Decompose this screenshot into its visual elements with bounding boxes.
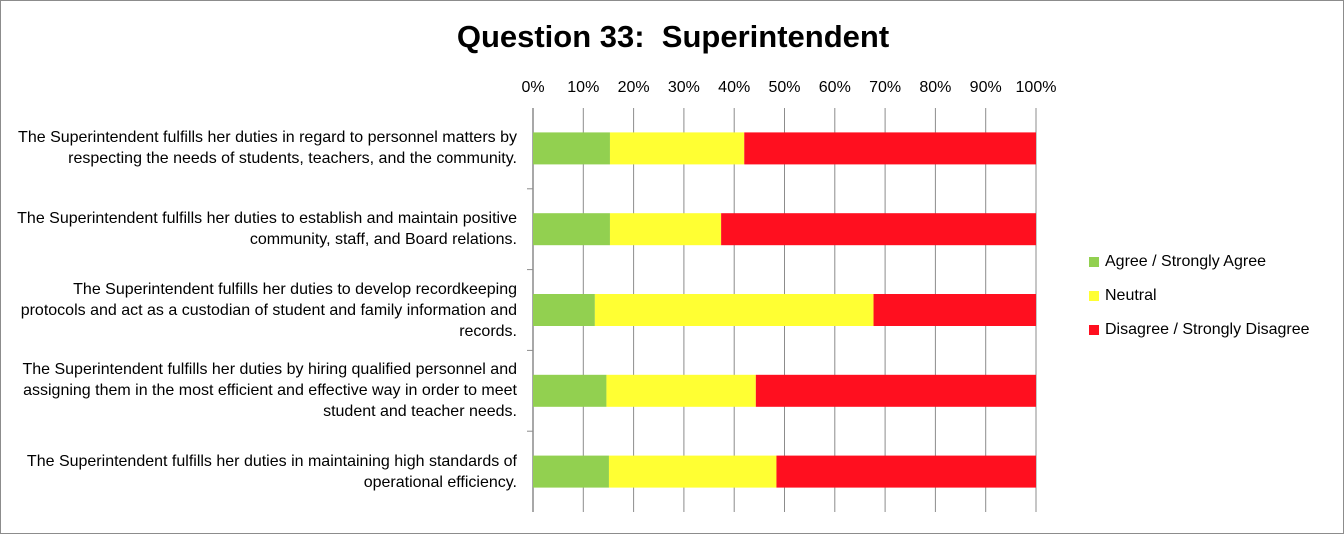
category-label: The Superintendent fulfills her duties t… (17, 210, 517, 249)
legend-label: Agree / Strongly Agree (1105, 253, 1266, 270)
bar-segment (533, 294, 595, 326)
x-tick-label: 50% (768, 79, 800, 96)
bar-segment (873, 294, 1036, 326)
x-tick-label: 20% (618, 79, 650, 96)
legend-swatch (1089, 257, 1099, 267)
legend-label: Neutral (1105, 287, 1157, 304)
legend-item: Agree / Strongly Agree (1089, 253, 1266, 271)
x-tick-label: 30% (668, 79, 700, 96)
x-tick-label: 70% (869, 79, 901, 96)
x-tick-label: 100% (1016, 79, 1057, 96)
bar-segment (744, 132, 1036, 165)
chart-title: Question 33: Superintendent (456, 19, 890, 54)
x-tick-label: 40% (718, 79, 750, 96)
bar-segment (721, 213, 1036, 246)
bar-segment (533, 374, 607, 407)
bar-segment (609, 132, 745, 165)
bar-segment (606, 374, 756, 407)
legend-label: Disagree / Strongly Disagree (1105, 321, 1310, 338)
legend-item: Disagree / Strongly Disagree (1089, 321, 1310, 339)
x-tick-label: 10% (567, 79, 599, 96)
x-tick-label: 60% (819, 79, 851, 96)
bar-segment (755, 374, 1036, 407)
bar-segment (776, 455, 1036, 488)
bar-segment (608, 455, 777, 488)
bar-segment (594, 294, 874, 326)
x-tick-label: 80% (919, 79, 951, 96)
category-label: The Superintendent fulfills her duties i… (18, 129, 517, 168)
x-tick-label: 0% (521, 79, 544, 96)
bar-segment (533, 213, 610, 246)
bar-segment (533, 132, 610, 165)
bar-segment (533, 455, 609, 488)
x-tick-label: 90% (970, 79, 1002, 96)
category-label: The Superintendent fulfills her duties i… (26, 452, 517, 491)
legend-swatch (1089, 291, 1099, 301)
category-label: The Superintendent fulfills her duties b… (22, 361, 517, 421)
legend-swatch (1089, 325, 1099, 335)
legend-item: Neutral (1089, 287, 1157, 305)
bar-segment (609, 213, 722, 246)
category-label: The Superintendent fulfills her duties t… (20, 280, 517, 340)
